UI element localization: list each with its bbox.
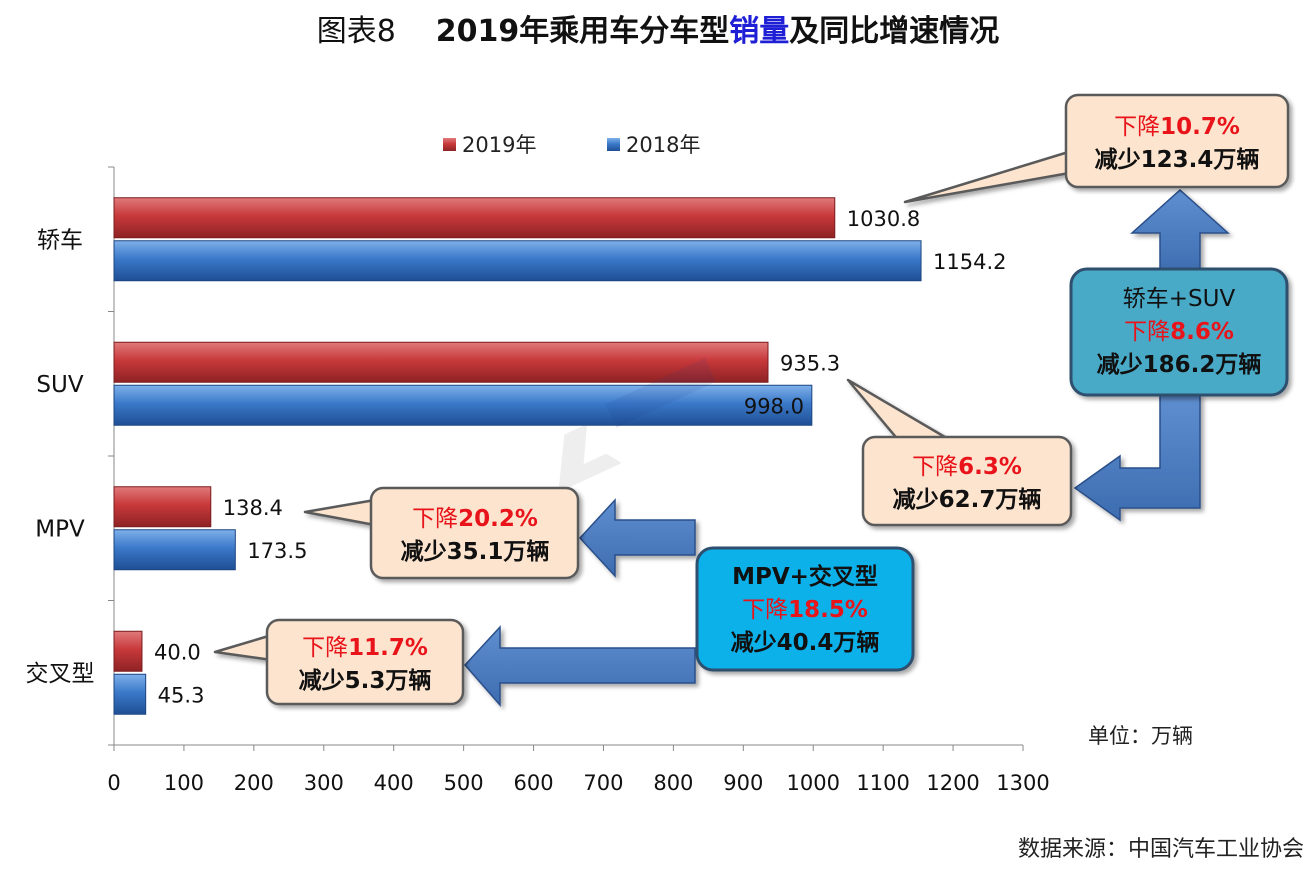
- x-tick-label: 400: [374, 771, 414, 795]
- bar-value-label: 1154.2: [933, 250, 1006, 274]
- bar-value-label: 40.0: [154, 640, 201, 664]
- category-label: 轿车: [37, 227, 83, 253]
- x-axis-ticks: 0 100 200 300 400 500 600 700 800 900 1000 1100 1200…: [107, 745, 1050, 795]
- arrows: [463, 188, 1230, 707]
- arrow-crossover-left: [463, 625, 696, 707]
- chart-title-highlight: 销量: [729, 14, 790, 49]
- bar-value-label: 138.4: [223, 496, 283, 520]
- bar-value-label: 935.3: [780, 351, 840, 375]
- summary-sedan-suv-box: [1069, 267, 1289, 397]
- callout-mpv-line2: 减少35.1万辆: [401, 539, 550, 565]
- callout-mpv-pointer: [303, 498, 377, 527]
- x-tick-label: 1200: [926, 771, 979, 795]
- callout-suv-line2: 减少62.7万辆: [893, 487, 1042, 513]
- chart-title: 图表8 2019年乘用车分车型销量及同比增速情况: [0, 6, 1316, 50]
- bar-2018: [113, 240, 922, 282]
- x-tick-label: 900: [723, 771, 763, 795]
- arrow-mpv-left: [578, 498, 696, 578]
- arrow-sedan-suv-left: [1073, 394, 1201, 522]
- x-tick-label: 1100: [856, 771, 909, 795]
- callout-mpv-line1: 下降20.2%: [412, 506, 538, 532]
- bar-2019: [113, 341, 769, 383]
- bar-value-label: 173.5: [247, 539, 307, 563]
- x-tick-label: 100: [164, 771, 204, 795]
- x-tick-label: 200: [234, 771, 274, 795]
- category-labels: 轿车 SUV MPV 交叉型: [26, 227, 95, 687]
- summary-sedan-suv-line2: 减少186.2万辆: [1097, 352, 1262, 378]
- bar-2018: [113, 529, 236, 571]
- callout-sedan: [903, 93, 1290, 204]
- x-tick-label: 300: [304, 771, 344, 795]
- summary-sedan-suv: [1069, 267, 1289, 397]
- bar-2019: [113, 197, 836, 239]
- callout-sedan-box: [1064, 93, 1290, 189]
- callout-mpv-box: [369, 486, 580, 580]
- callout-crossover-line1: 下降11.7%: [302, 635, 428, 661]
- chart-title-main: 2019年乘用车分车型: [435, 14, 730, 49]
- callout-sedan-line2: 减少123.4万辆: [1095, 147, 1260, 173]
- legend: 2019年 2018年: [443, 133, 700, 157]
- chart-title-suffix: 及同比增速情况: [789, 14, 1000, 49]
- bars: [113, 197, 922, 715]
- summary-mpv-crossover-line1: 下降18.5%: [742, 597, 868, 623]
- y-axis-ticks: [108, 166, 114, 746]
- callout-suv-box: [861, 435, 1073, 527]
- value-labels: 1030.8 1154.2 935.3 998.0 138.4 173.5 40.0 45.3: [154, 207, 1007, 708]
- callout-suv-line1: 下降6.3%: [912, 454, 1022, 480]
- x-tick-label: 1000: [787, 771, 840, 795]
- x-tick-label: 800: [653, 771, 693, 795]
- legend-swatch-2018: [607, 138, 620, 151]
- callout-mpv: [303, 486, 580, 580]
- callout-sedan-pointer: [903, 148, 1077, 204]
- summary-mpv-crossover: [695, 546, 915, 672]
- arrow-sedan-suv-up: [1130, 188, 1230, 276]
- summary-mpv-crossover-line2: 减少40.4万辆: [731, 630, 880, 656]
- watermark-logo: [558, 357, 717, 493]
- bar-value-label: 45.3: [158, 683, 205, 707]
- legend-label-2018: 2018年: [626, 133, 700, 157]
- callout-crossover-box: [265, 618, 465, 706]
- summary-mpv-crossover-heading: MPV+交叉型: [732, 563, 878, 590]
- x-tick-label: 600: [513, 771, 553, 795]
- callout-crossover: [213, 618, 465, 706]
- axes: 0 100 200 300 400 500 600 700 800 900 1000 1100 1200…: [107, 166, 1050, 795]
- data-source: 数据来源：中国汽车工业协会: [1017, 837, 1304, 862]
- callout-crossover-line2: 减少5.3万辆: [299, 668, 432, 694]
- category-label: MPV: [35, 516, 85, 542]
- bar-value-label: 1030.8: [847, 207, 920, 231]
- x-tick-label: 1300: [996, 771, 1049, 795]
- bar-2018: [113, 384, 813, 426]
- summary-sedan-suv-line1: 下降8.6%: [1124, 319, 1234, 345]
- x-tick-label: 500: [444, 771, 484, 795]
- callout-suv: [846, 378, 1073, 527]
- legend-label-2019: 2019年: [462, 133, 536, 157]
- summary-sedan-suv-heading: 轿车+SUV: [1123, 286, 1236, 312]
- bar-2018: [113, 673, 147, 715]
- chart-title-prefix: 图表8: [316, 14, 396, 49]
- summary-mpv-crossover-box: [695, 546, 915, 672]
- category-label: 交叉型: [26, 661, 95, 687]
- bar-2019: [113, 486, 212, 528]
- x-tick-label: 0: [107, 771, 120, 795]
- bar-2019: [113, 630, 143, 672]
- bar-value-label: 998.0: [744, 394, 804, 418]
- callout-sedan-line1: 下降10.7%: [1114, 114, 1240, 140]
- unit-label: 单位：万辆: [1088, 724, 1193, 748]
- legend-swatch-2019: [443, 138, 456, 151]
- x-tick-label: 700: [583, 771, 623, 795]
- category-label: SUV: [36, 372, 83, 398]
- callout-crossover-pointer: [213, 633, 274, 662]
